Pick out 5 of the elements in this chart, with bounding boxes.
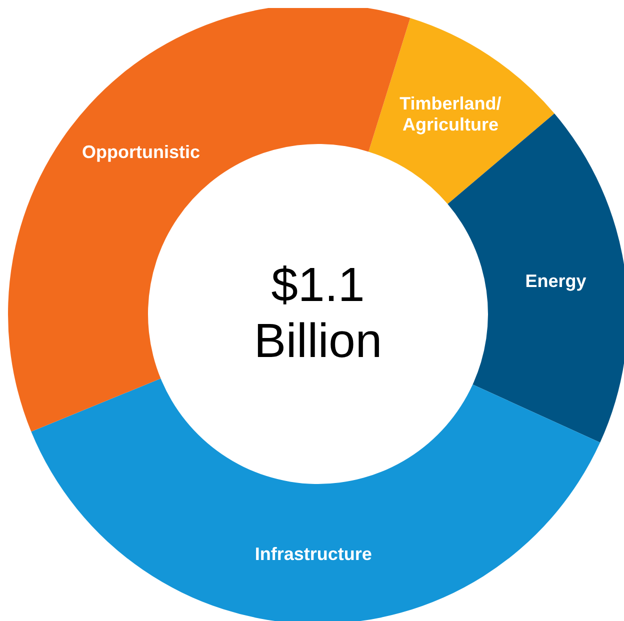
slice-label: Infrastructure	[254, 544, 372, 564]
slice-label: Timberland/Agriculture	[400, 93, 502, 134]
slice-label: Energy	[525, 271, 586, 292]
text: $1.1 Billion	[252, 258, 384, 370]
slice-label: Opportunistic	[82, 142, 200, 162]
